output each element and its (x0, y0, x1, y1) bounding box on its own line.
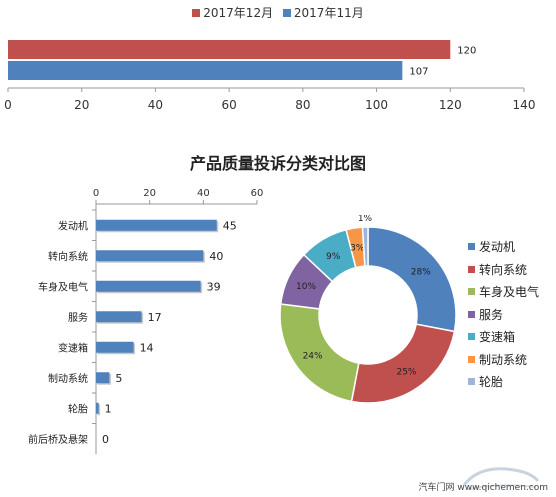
value-label-1: 40 (209, 250, 223, 263)
donut-legend-label-6: 轮胎 (479, 375, 504, 389)
donut-legend-label-3: 服务 (479, 307, 504, 322)
donut-legend-swatch-4 (468, 333, 475, 340)
donut-legend-item-4: 变速箱 (468, 326, 539, 349)
value-label-3: 17 (148, 311, 162, 324)
legend-item-dec: 2017年12月 (192, 4, 273, 21)
bar-0 (96, 219, 217, 231)
bar-4 (96, 341, 134, 353)
top-bar-chart: 120 107 0 20 40 60 80 100 120 140 (4, 40, 536, 112)
slice-label-3: 10% (296, 282, 316, 292)
value-label-6: 1 (105, 402, 112, 415)
value-label-2: 39 (207, 280, 221, 293)
donut-slice-0 (367, 226, 457, 333)
slice-label-1: 25% (396, 368, 416, 378)
axis-tick-label-40: 40 (197, 188, 210, 199)
watermark-logo (462, 467, 540, 490)
x-tick-label-120: 120 (439, 98, 462, 112)
donut-chart: 28% 25% 24% 10% 9% 3% 1% (279, 215, 457, 404)
data-label-1: 107 (409, 67, 428, 78)
slice-label-5: 3% (350, 243, 365, 253)
top-chart-legend: 2017年12月 2017年11月 (0, 4, 556, 21)
bar-3 (96, 311, 142, 323)
donut-legend-item-1: 转向系统 (468, 259, 539, 282)
category-label-2: 车身及电气 (38, 280, 88, 293)
category-label-5: 制动系统 (48, 372, 88, 385)
donut-legend-swatch-2 (468, 288, 475, 295)
x-tick-label-40: 40 (148, 98, 163, 112)
donut-legend: 发动机转向系统车身及电气服务变速箱制动系统轮胎 (468, 236, 539, 394)
axis-tick-label-60: 60 (251, 188, 264, 199)
donut-legend-swatch-1 (468, 265, 475, 273)
donut-legend-label-2: 车身及电气 (479, 285, 540, 299)
bar-1 (8, 61, 403, 80)
donut-legend-item-2: 车身及电气 (468, 281, 539, 304)
x-tick-label-140: 140 (513, 98, 536, 112)
category-bar-chart: 0 20 40 60 发动机 45 转向系统 40 车身及电气 39 服务 17 变速箱 14 制动系统 5 轮… (28, 188, 264, 454)
bar-shadow-6 (97, 404, 101, 416)
x-tick-label-80: 80 (295, 98, 310, 112)
axis-tick-label-0: 0 (93, 188, 99, 199)
donut-legend-item-0: 发动机 (468, 236, 539, 259)
donut-legend-label-5: 制动系统 (479, 352, 528, 367)
category-label-6: 轮胎 (68, 402, 88, 415)
category-label-4: 变速箱 (58, 341, 88, 354)
slice-label-4: 9% (326, 252, 341, 262)
donut-legend-swatch-5 (468, 355, 475, 363)
bar-2 (96, 280, 201, 292)
bar-5 (96, 372, 110, 384)
donut-legend-item-3: 服务 (468, 304, 539, 327)
bar-1 (96, 250, 204, 262)
value-label-4: 14 (140, 341, 154, 354)
donut-legend-swatch-3 (468, 310, 475, 318)
donut-legend-label-1: 转向系统 (479, 262, 528, 277)
slice-label-6: 1% (358, 215, 373, 224)
value-label-5: 5 (115, 372, 122, 385)
slice-label-0: 28% (411, 267, 431, 277)
legend-swatch-nov (282, 9, 291, 17)
x-tick-label-60: 60 (222, 98, 237, 112)
donut-slice-6 (361, 226, 369, 267)
donut-legend-label-4: 变速箱 (479, 330, 516, 344)
legend-swatch-dec (192, 9, 201, 17)
slice-label-2: 24% (303, 351, 323, 361)
bar-6 (96, 402, 99, 414)
category-label-7: 前后桥及悬架 (28, 433, 88, 446)
donut-legend-item-5: 制动系统 (468, 349, 539, 372)
footer-source: 汽车门网 www.qichemen.com (418, 483, 548, 493)
x-tick-label-20: 20 (74, 98, 89, 112)
donut-slice-1 (350, 323, 456, 404)
donut-legend-item-6: 轮胎 (468, 371, 539, 394)
legend-label-nov: 2017年11月 (293, 6, 364, 20)
category-label-1: 转向系统 (48, 250, 88, 263)
complaint-chart-title: 产品质量投诉分类对比图 (189, 154, 366, 173)
x-tick-label-0: 0 (4, 98, 12, 112)
value-label-7: 0 (102, 433, 109, 446)
category-label-0: 发动机 (58, 219, 88, 232)
value-label-0: 45 (223, 219, 237, 232)
legend-item-nov: 2017年11月 (282, 4, 364, 21)
donut-legend-label-0: 发动机 (479, 240, 516, 254)
data-label-0: 120 (457, 46, 476, 57)
donut-legend-swatch-0 (468, 243, 475, 250)
bar-0 (8, 40, 451, 59)
category-label-3: 服务 (68, 311, 88, 324)
donut-legend-swatch-6 (468, 378, 475, 385)
legend-label-dec: 2017年12月 (203, 6, 274, 20)
axis-tick-label-20: 20 (143, 188, 156, 199)
x-tick-label-100: 100 (365, 98, 388, 112)
